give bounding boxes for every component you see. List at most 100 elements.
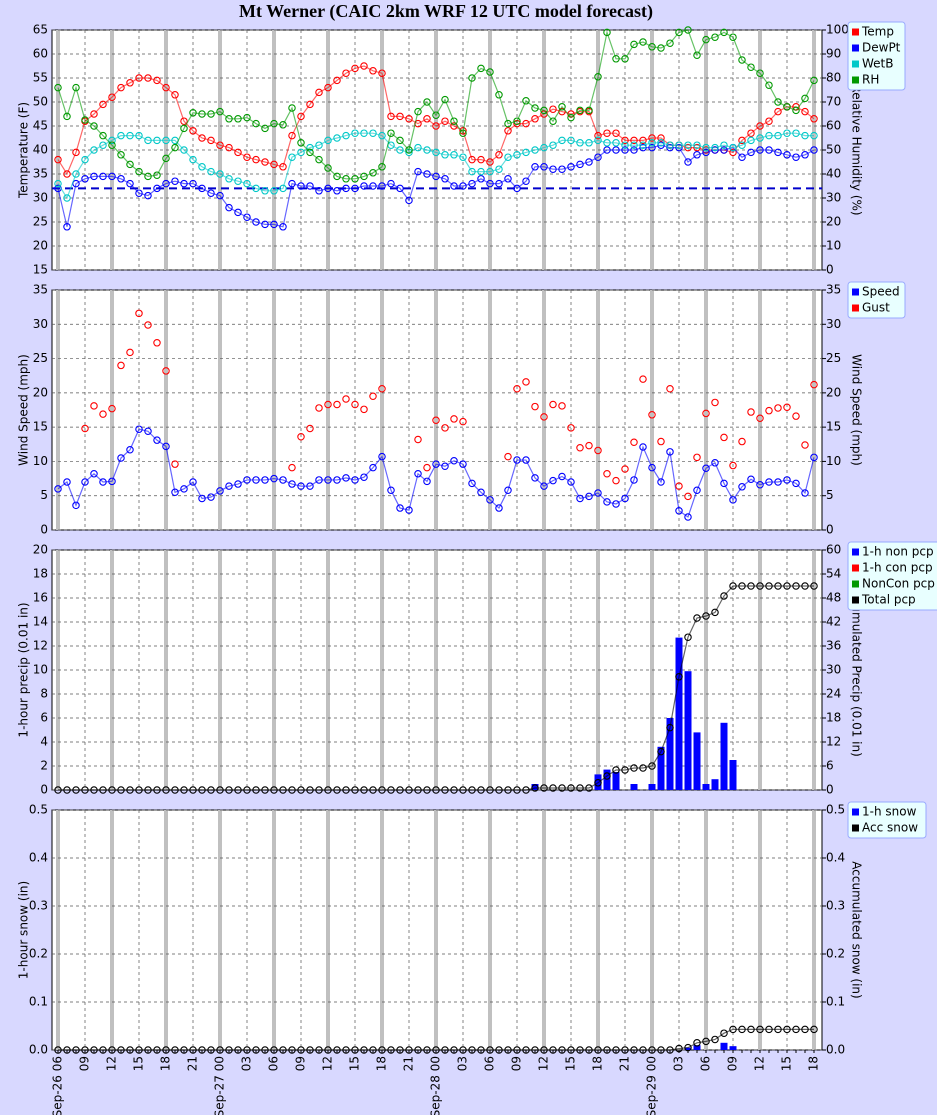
series-line	[57, 29, 815, 180]
data-point	[585, 158, 593, 166]
data-point	[90, 1046, 98, 1054]
data-point	[738, 153, 746, 161]
data-point	[180, 485, 188, 493]
series-line	[57, 132, 814, 200]
data-point	[549, 165, 557, 173]
data-point	[747, 136, 755, 145]
data-point	[198, 786, 206, 794]
data-point	[504, 1046, 512, 1054]
x-tick-label: 12	[321, 1056, 335, 1071]
data-point	[792, 153, 800, 161]
data-point	[144, 74, 152, 82]
data-point	[288, 480, 296, 488]
data-point	[666, 448, 674, 456]
data-point	[612, 1046, 620, 1054]
data-point	[684, 143, 692, 152]
legend-swatch	[852, 60, 859, 68]
y-tick-label: 25	[33, 215, 48, 229]
data-point	[405, 1046, 413, 1054]
data-point	[765, 146, 773, 154]
data-point	[288, 179, 296, 188]
y-tick-label: 20	[33, 385, 48, 399]
y2-tick-label: 80	[826, 71, 841, 85]
data-point	[216, 141, 224, 149]
data-point	[585, 106, 593, 115]
data-point	[135, 309, 143, 318]
data-point	[234, 208, 242, 217]
data-point	[216, 170, 224, 178]
legend-swatch	[852, 808, 859, 816]
x-tick-label: 09	[510, 1056, 524, 1071]
data-point	[198, 184, 206, 193]
x-tick-label: 03	[672, 1056, 686, 1071]
chart-title: Mt Werner (CAIC 2km WRF 12 UTC model for…	[239, 1, 653, 22]
data-point	[648, 143, 656, 152]
y-tick-label: 60	[33, 47, 48, 61]
data-point	[675, 141, 683, 149]
data-point	[117, 131, 125, 140]
data-point	[504, 153, 512, 161]
data-point	[351, 129, 359, 137]
data-point	[720, 146, 728, 154]
legend-label: RH	[862, 73, 879, 87]
data-point	[225, 203, 233, 212]
y-axis-title: 1-hour snow (in)	[17, 881, 31, 979]
data-point	[450, 117, 458, 125]
data-point	[621, 136, 629, 145]
data-point	[468, 74, 476, 82]
bar	[666, 718, 674, 790]
y2-tick-label: 42	[826, 615, 841, 629]
data-point	[666, 384, 674, 393]
data-point	[342, 786, 350, 794]
data-point	[396, 146, 404, 154]
data-point	[693, 453, 701, 462]
data-point	[576, 106, 584, 115]
y2-axis-title: Wind Speed (mph)	[850, 354, 864, 466]
data-point	[675, 143, 683, 152]
data-point	[270, 119, 278, 128]
y2-tick-label: 50	[826, 143, 841, 157]
data-point	[162, 442, 170, 451]
y2-tick-label: 20	[826, 215, 841, 229]
data-point	[324, 83, 332, 92]
data-point	[261, 1046, 269, 1054]
data-point	[108, 141, 116, 149]
data-point	[783, 582, 791, 590]
data-point	[486, 786, 494, 794]
data-point	[369, 129, 377, 137]
data-point	[603, 772, 611, 780]
data-point	[513, 456, 521, 464]
data-point	[279, 163, 287, 171]
data-point	[153, 1046, 161, 1054]
data-point	[108, 477, 116, 486]
data-point	[315, 404, 323, 412]
y2-tick-label: 18	[826, 711, 841, 725]
data-point	[234, 148, 242, 157]
data-point	[720, 1029, 728, 1037]
data-point	[333, 172, 341, 181]
data-point	[297, 139, 305, 147]
data-point	[531, 474, 539, 482]
data-point	[315, 187, 323, 195]
data-point	[603, 470, 611, 478]
data-point	[783, 403, 791, 412]
data-point	[513, 786, 521, 794]
data-point	[693, 486, 701, 494]
legend-label: Temp	[861, 25, 894, 39]
data-point	[378, 384, 386, 393]
data-point	[441, 786, 449, 794]
data-point	[171, 488, 179, 497]
data-point	[558, 165, 566, 173]
data-point	[756, 582, 764, 590]
data-point	[72, 83, 80, 92]
y2-tick-label: 48	[826, 591, 841, 605]
y2-tick-label: 0.5	[826, 803, 845, 817]
data-point	[405, 115, 413, 123]
data-point	[90, 146, 98, 154]
data-point	[180, 117, 188, 125]
data-point	[270, 160, 278, 169]
data-point	[729, 496, 737, 504]
data-point	[450, 786, 458, 794]
data-point	[180, 179, 188, 188]
data-point	[108, 136, 116, 145]
